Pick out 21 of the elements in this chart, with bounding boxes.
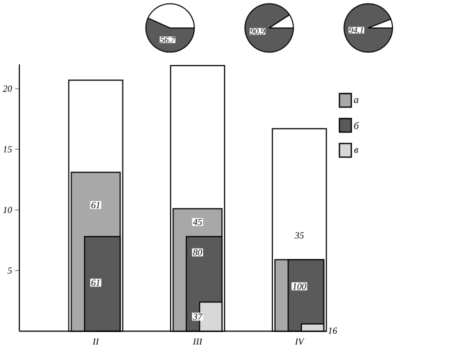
- annotation: 61: [91, 202, 100, 208]
- y-tick-label: 20: [2, 85, 12, 92]
- annotation: 100: [292, 283, 306, 290]
- data-label: 56.7: [160, 36, 176, 42]
- legend-label: а: [354, 98, 358, 103]
- annotation: 35: [294, 232, 304, 238]
- y-tick-label: 10: [3, 206, 12, 213]
- annotation: 37: [192, 313, 203, 320]
- annotation: 80: [193, 249, 202, 256]
- text: 16: [328, 327, 338, 334]
- data-label: 90.9: [250, 28, 265, 34]
- data-label: 94.1: [349, 27, 363, 33]
- annotation: 61: [91, 279, 100, 286]
- legend-label: в: [354, 148, 358, 153]
- annotation: 45: [192, 218, 202, 225]
- x-tick-label: III: [192, 338, 203, 344]
- y-tick-label: 5: [8, 267, 12, 274]
- x-tick-label: IV: [294, 338, 305, 345]
- legend-label: б: [354, 122, 360, 130]
- y-tick-label: 15: [3, 146, 12, 152]
- x-tick-label: II: [92, 338, 100, 344]
